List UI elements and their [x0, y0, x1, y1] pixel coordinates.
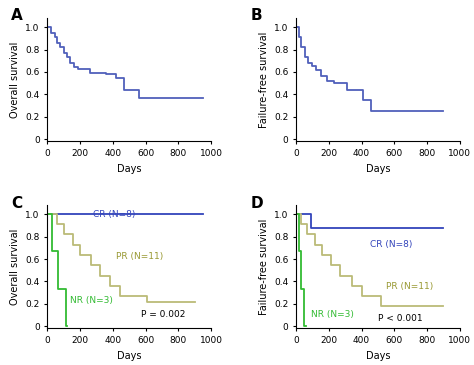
Text: NR (N=3): NR (N=3) [311, 310, 354, 319]
X-axis label: Days: Days [366, 164, 390, 174]
Text: PR (N=11): PR (N=11) [386, 282, 433, 291]
Y-axis label: Overall survival: Overall survival [10, 42, 20, 118]
Text: CR (N=8): CR (N=8) [370, 240, 412, 249]
Y-axis label: Failure-free survival: Failure-free survival [259, 32, 269, 128]
Y-axis label: Failure-free survival: Failure-free survival [259, 219, 269, 315]
Text: C: C [11, 196, 23, 211]
X-axis label: Days: Days [117, 164, 141, 174]
Text: NR (N=3): NR (N=3) [70, 296, 113, 306]
Text: B: B [250, 8, 262, 23]
Text: D: D [250, 196, 263, 211]
Text: P < 0.001: P < 0.001 [378, 314, 423, 323]
X-axis label: Days: Days [117, 351, 141, 361]
Text: P = 0.002: P = 0.002 [141, 310, 185, 319]
Y-axis label: Overall survival: Overall survival [10, 229, 20, 305]
X-axis label: Days: Days [366, 351, 390, 361]
Text: PR (N=11): PR (N=11) [116, 252, 164, 261]
Text: CR (N=8): CR (N=8) [93, 210, 136, 219]
Text: A: A [11, 8, 23, 23]
